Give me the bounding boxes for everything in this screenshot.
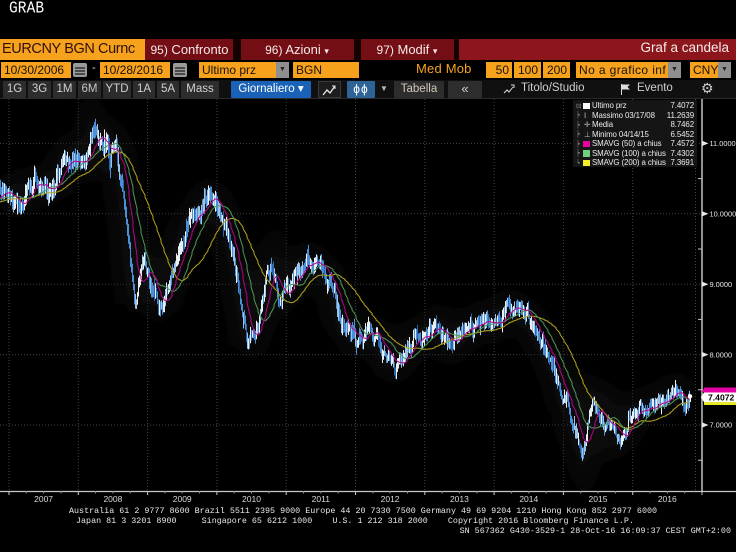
svg-text:10.0000: 10.0000 [710,210,736,219]
svg-text:2014: 2014 [519,494,538,504]
svg-text:2016: 2016 [658,494,677,504]
svg-text:2009: 2009 [173,494,192,504]
svg-text:7.0000: 7.0000 [710,421,733,430]
svg-text:2010: 2010 [242,494,261,504]
svg-text:2012: 2012 [381,494,400,504]
svg-text:2007: 2007 [34,494,53,504]
svg-text:2013: 2013 [450,494,469,504]
svg-text:8.0000: 8.0000 [710,350,733,359]
svg-text:2011: 2011 [312,494,331,504]
svg-text:11.0000: 11.0000 [710,139,736,148]
svg-text:2015: 2015 [589,494,608,504]
svg-text:2008: 2008 [103,494,122,504]
svg-text:7.4072: 7.4072 [708,392,735,402]
svg-text:9.0000: 9.0000 [710,280,733,289]
